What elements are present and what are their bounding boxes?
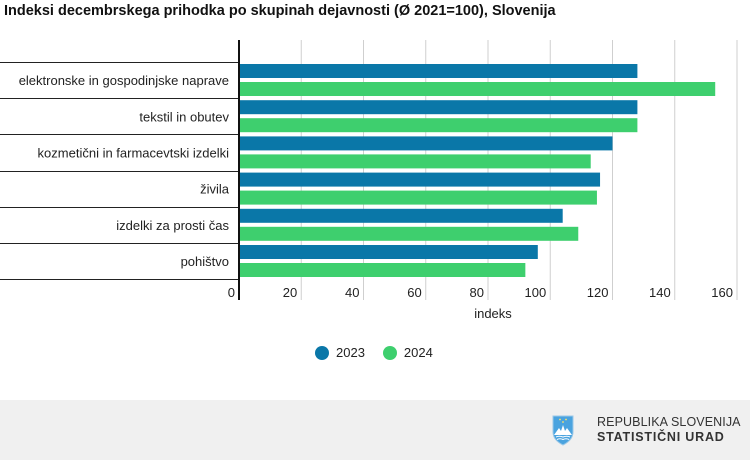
- legend-label-2024: 2024: [403, 345, 433, 360]
- x-tick-label-100: 100: [525, 285, 547, 300]
- bar-2023-3: [239, 172, 601, 187]
- chart-title: Indeksi decembrskega prihodka po skupina…: [4, 3, 556, 19]
- bar-chart: elektronske in gospodinjske naprave tekst…: [0, 40, 738, 321]
- category-label-4: izdelki za prosti čas: [116, 218, 229, 233]
- x-tick-label-120: 120: [587, 285, 609, 300]
- x-tick-label-80: 80: [470, 285, 484, 300]
- bar-2024-4: [239, 226, 579, 241]
- bar-2024-0: [239, 82, 716, 96]
- bar-2024-3: [239, 190, 597, 205]
- x-tick-label-60: 60: [407, 285, 421, 300]
- bars: [239, 64, 716, 277]
- legend-marker-2023: [315, 345, 329, 360]
- category-labels: elektronske in gospodinjske naprave tekst…: [19, 73, 230, 269]
- legend: 2023 2024: [315, 345, 433, 360]
- bar-2023-0: [239, 64, 638, 78]
- category-label-5: pohištvo: [181, 254, 229, 269]
- bar-2024-2: [239, 154, 591, 169]
- footer: REPUBLIKA SLOVENIJA STATISTIČNI URAD: [0, 400, 750, 460]
- x-tick-label-0: 0: [228, 285, 235, 300]
- x-tick-label-40: 40: [345, 285, 359, 300]
- bar-2024-1: [239, 118, 638, 133]
- category-separators: [0, 62, 239, 280]
- legend-label-2023: 2023: [336, 345, 365, 360]
- gridlines: [300, 40, 738, 300]
- bar-2023-4: [239, 208, 563, 223]
- legend-item-2024[interactable]: 2024: [382, 345, 433, 360]
- category-label-3: živila: [200, 182, 230, 197]
- category-label-1: tekstil in obutev: [139, 109, 229, 124]
- slovenia-coat-of-arms-icon: [552, 415, 574, 446]
- footer-line-1: REPUBLIKA SLOVENIJA: [597, 415, 741, 429]
- x-tick-label-140: 140: [649, 285, 671, 300]
- x-tick-label-160: 160: [711, 285, 733, 300]
- category-label-0: elektronske in gospodinjske naprave: [19, 73, 229, 88]
- bar-2023-1: [239, 100, 638, 115]
- x-tick-label-20: 20: [283, 285, 297, 300]
- legend-marker-2024: [382, 345, 397, 360]
- legend-item-2023[interactable]: 2023: [315, 345, 365, 360]
- footer-line-2: STATISTIČNI URAD: [597, 430, 725, 444]
- bar-2024-5: [239, 263, 526, 277]
- bar-2023-5: [239, 245, 538, 259]
- x-tick-labels: 0 20 40 60 80 100 120 140 160: [228, 285, 733, 300]
- bar-2023-2: [239, 136, 613, 151]
- category-label-2: kozmetični in farmacevtski izdelki: [38, 146, 230, 161]
- x-axis-title: indeks: [474, 306, 512, 321]
